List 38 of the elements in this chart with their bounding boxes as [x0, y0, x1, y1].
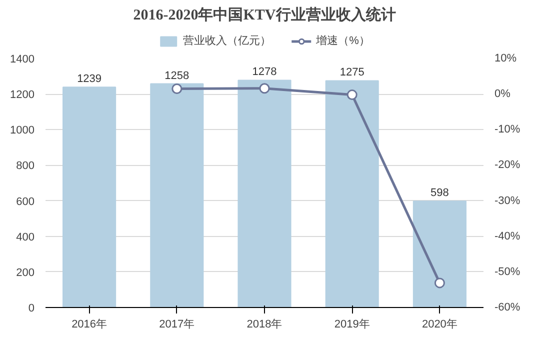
x-tick-label: 2019年 [334, 318, 370, 330]
y2-tick-label: 10% [494, 52, 517, 64]
data-label: 1239 [77, 73, 102, 86]
point [172, 83, 182, 94]
point [434, 278, 445, 288]
bar [238, 80, 292, 308]
legend-label: 营业收入（亿元） [183, 34, 272, 48]
y2-tick-label: -10% [494, 124, 520, 136]
x-tick-label: 2016年 [72, 318, 108, 330]
y2-tick-label: -30% [494, 194, 520, 207]
y2-tick-label: -40% [494, 230, 520, 242]
bar [62, 86, 116, 308]
chart-title: 2016-2020年中国KTV行业营业收入统计 [133, 6, 396, 24]
y2-tick-label: -20% [494, 159, 520, 172]
y-tick-label: 600 [16, 196, 35, 208]
bar [325, 80, 379, 308]
y-tick-label: 1000 [10, 124, 35, 137]
y-tick-label: 1400 [10, 54, 35, 66]
y-tick-label: 400 [16, 231, 35, 244]
data-label: 1258 [164, 70, 190, 82]
x-tick-label: 2018年 [246, 318, 282, 330]
data-label: 1275 [340, 66, 364, 79]
bar [412, 200, 466, 308]
legend-label: 增速（%） [316, 34, 370, 48]
y-tick-label: 800 [16, 160, 35, 172]
y-tick-label: 200 [16, 266, 35, 279]
point [346, 90, 358, 100]
y2-tick-label: 0% [494, 88, 511, 100]
x-tick-label: 2020年 [422, 318, 458, 330]
y2-tick-label: -60% [494, 302, 520, 314]
x-tick-label: 2017年 [159, 318, 195, 330]
bar [150, 83, 204, 308]
y2-tick-label: -50% [494, 266, 520, 278]
point [259, 83, 270, 94]
data-label: 598 [430, 187, 449, 200]
data-label: 1278 [252, 66, 277, 78]
y-tick-label: 1200 [10, 89, 35, 102]
y-tick-label: 0 [28, 302, 35, 314]
